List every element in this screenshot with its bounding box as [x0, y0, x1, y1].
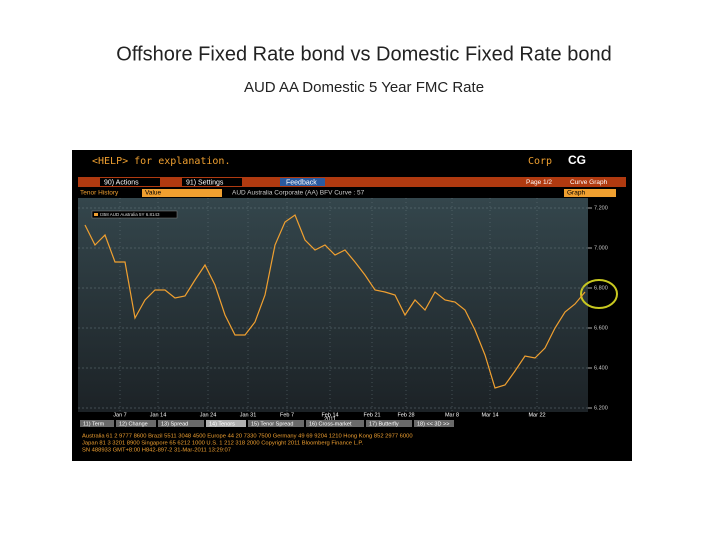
- footer-line: Japan 81 3 3201 8900 Singapore 65 6212 1…: [82, 441, 364, 447]
- mode-field[interactable]: [142, 189, 222, 197]
- y-tick-label: 6.800: [594, 285, 608, 291]
- market-label: Corp: [528, 156, 552, 167]
- function-button-text[interactable]: 15) Tenor Spread: [251, 421, 293, 427]
- function-label: CG: [568, 153, 586, 167]
- year-label: 2011: [324, 416, 336, 422]
- function-button[interactable]: [366, 420, 412, 427]
- function-button-text[interactable]: 12) Change: [119, 421, 148, 427]
- x-tick-label: Mar 14: [481, 412, 498, 418]
- slide-title: Offshore Fixed Rate bond vs Domestic Fix…: [116, 43, 611, 65]
- x-tick-label: Jan 14: [150, 412, 167, 418]
- y-tick-label: 7.200: [594, 205, 608, 211]
- menu-bar: [78, 177, 626, 187]
- view-field[interactable]: [564, 189, 616, 197]
- function-button-text[interactable]: 17) Butterfly: [369, 421, 399, 427]
- settings-button[interactable]: [182, 178, 242, 186]
- x-tick-label: Mar 22: [528, 412, 545, 418]
- footer-line: SN 488933 GMT+8:00 H842-897-2 31-Mar-201…: [82, 448, 231, 454]
- function-button-text[interactable]: 13) Spread: [161, 421, 188, 427]
- plot-area: [78, 198, 588, 412]
- x-tick-label: Feb 21: [363, 412, 380, 418]
- y-tick-label: 6.200: [594, 405, 608, 411]
- function-button[interactable]: [414, 420, 454, 427]
- feedback-text[interactable]: Feedback: [286, 179, 317, 186]
- highlight-circle: [580, 279, 618, 309]
- y-axis-panel: [588, 198, 626, 412]
- x-tick-label: Jan 7: [113, 412, 126, 418]
- x-tick-label: Jan 24: [200, 412, 217, 418]
- function-button[interactable]: [80, 420, 114, 427]
- function-button[interactable]: [206, 420, 246, 427]
- y-tick-label: 6.400: [594, 365, 608, 371]
- series-line: [84, 214, 586, 389]
- function-button[interactable]: [116, 420, 156, 427]
- slide-subtitle: AUD AA Domestic 5 Year FMC Rate: [244, 79, 484, 96]
- y-tick-label: 7.000: [594, 245, 608, 251]
- x-tick-label: Mar 8: [445, 412, 459, 418]
- legend-label: I358 AUD Australia 5Y 6.8143: [100, 212, 160, 217]
- function-button-text[interactable]: 16) Cross-market: [309, 421, 352, 427]
- function-button-text[interactable]: 18) << 3D >>: [417, 421, 449, 427]
- mode-value[interactable]: Value: [145, 190, 162, 197]
- feedback-button[interactable]: [280, 178, 325, 186]
- curve-name: AUD Australia Corporate (AA) BFV Curve :…: [232, 190, 365, 197]
- y-tick-label: 6.600: [594, 325, 608, 331]
- x-tick-label: Feb 14: [321, 412, 338, 418]
- view-value: Graph: [567, 190, 585, 197]
- function-button-text[interactable]: 14) Tenors: [209, 421, 235, 427]
- settings-text[interactable]: 91) Settings: [186, 179, 224, 186]
- actions-button[interactable]: [100, 178, 160, 186]
- footer-line: Australia 61 2 9777 8600 Brazil 5511 304…: [82, 434, 413, 440]
- page-number: Page 1/2: [526, 179, 552, 186]
- x-tick-label: Jan 31: [240, 412, 257, 418]
- help-text: <HELP> for explanation.: [92, 156, 230, 167]
- function-button[interactable]: [306, 420, 364, 427]
- page-title: Curve Graph: [570, 179, 608, 186]
- function-button-text[interactable]: 11) Term: [83, 421, 105, 427]
- x-tick-label: Feb 7: [280, 412, 294, 418]
- legend-box: [91, 210, 178, 219]
- actions-text[interactable]: 90) Actions: [104, 179, 139, 186]
- x-tick-label: Feb 28: [397, 412, 414, 418]
- legend-swatch: [94, 213, 98, 216]
- function-button[interactable]: [248, 420, 304, 427]
- mode-label: Tenor History: [80, 190, 119, 197]
- function-button[interactable]: [158, 420, 204, 427]
